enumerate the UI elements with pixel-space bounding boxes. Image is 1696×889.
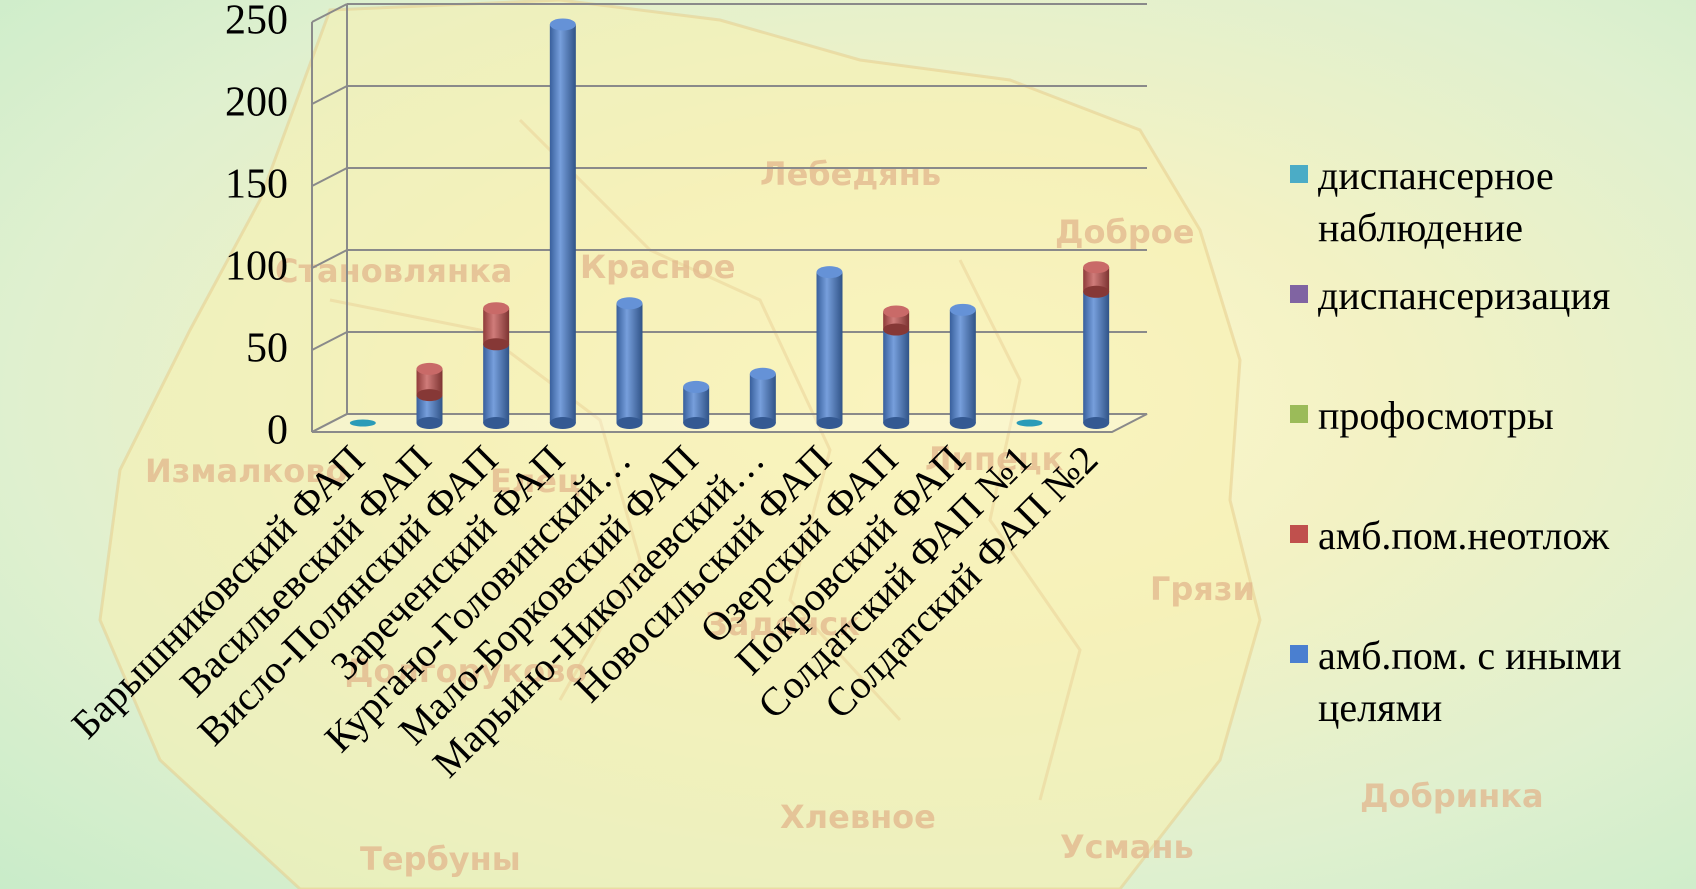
legend-label: амб.пом.неотлож (1318, 513, 1610, 558)
bar-segment-bottom (749, 417, 776, 429)
map-label: Добринка (1360, 777, 1544, 815)
bar-segment-bottom (1083, 417, 1110, 429)
bar-top-cap (883, 305, 910, 318)
legend-item: диспансерное наблюдение (1290, 150, 1618, 254)
map-border-line (329, 298, 642, 701)
legend-item: диспансеризация (1290, 270, 1610, 322)
y-tick-label: 200 (225, 80, 288, 126)
bar-top-cap (616, 297, 643, 310)
bar-segment-bottom (616, 417, 643, 429)
bar-segment (949, 309, 976, 423)
bar-segment (1083, 291, 1110, 423)
bar-segment-bottom (483, 338, 510, 351)
bar-segment-bottom (416, 389, 443, 402)
map-label: Хлевное (780, 798, 936, 836)
bar-top-cap (949, 303, 976, 316)
legend-swatch (1290, 645, 1308, 663)
map-label: Грязи (1150, 570, 1255, 608)
gridline-side (311, 85, 348, 105)
bar-top-cap (816, 266, 843, 279)
bar-segment-bottom (816, 417, 843, 429)
bar-segment-bottom (1083, 285, 1110, 298)
legend-swatch (1290, 285, 1308, 303)
gridline-side (311, 331, 348, 351)
bar-top-cap (483, 302, 510, 315)
bar-segment (549, 24, 576, 423)
bar-segment-bottom (683, 417, 710, 429)
legend-item: амб.пом.неотлож (1290, 510, 1609, 562)
map-label: Измалково (145, 452, 348, 490)
map-label: Становлянка (275, 252, 512, 290)
bar-segment-bottom (549, 417, 576, 429)
bar-segment (483, 344, 510, 423)
y-tick-label: 150 (225, 162, 288, 208)
bar-segment-bottom (416, 417, 443, 429)
map-label: Елец (490, 462, 581, 500)
bar-segment-bottom (949, 417, 976, 429)
legend-item: амб.пом. с иными целями (1290, 630, 1688, 734)
bar-top-cap (416, 362, 443, 375)
map-region-shape (98, 0, 1262, 889)
bar-top-cap (549, 18, 576, 31)
gridline-side (311, 167, 348, 187)
bar-segment-bottom (883, 417, 910, 429)
bar-segment (749, 373, 776, 423)
map-label: Задонск (705, 605, 860, 643)
map-label: Лебедянь (760, 155, 941, 193)
legend-item: профосмотры (1290, 390, 1554, 442)
map-label: Доброе (1055, 213, 1194, 251)
bar-segment-bottom (883, 323, 910, 336)
legend-swatch (1290, 405, 1308, 423)
bar-segment-bottom (483, 417, 510, 429)
legend-swatch (1290, 165, 1308, 183)
y-tick-label: 0 (267, 408, 288, 454)
y-tick-label: 250 (225, 0, 288, 44)
bar-segment (883, 329, 910, 423)
bar-segment (683, 386, 710, 423)
map-border-line (958, 259, 1082, 801)
bar-top-cap (749, 367, 776, 380)
y-tick-label: 100 (225, 244, 288, 290)
bar-segment (616, 303, 643, 423)
gridline-side (311, 249, 348, 269)
map-border-line (518, 118, 902, 722)
legend-label: амб.пом. с иными целями (1318, 633, 1622, 730)
bar-segment (483, 308, 510, 345)
bar-zero-marker (349, 419, 376, 427)
bar-zero-marker (1016, 419, 1043, 427)
bar-segment (816, 272, 843, 423)
map-label: Долгоруково (345, 652, 587, 690)
map-label: Липецк (925, 440, 1064, 478)
map-label: Красное (580, 248, 735, 286)
chart-floor (311, 413, 1148, 433)
y-tick-label: 50 (246, 326, 288, 372)
map-label: Тербуны (360, 840, 521, 878)
bar-top-cap (1083, 261, 1110, 274)
bar-top-cap (683, 380, 710, 393)
map-label: Усмань (1060, 828, 1194, 866)
gridline-side (311, 3, 348, 23)
legend-label: диспансеризация (1318, 273, 1611, 318)
legend-swatch (1290, 525, 1308, 543)
legend-label: профосмотры (1318, 393, 1554, 438)
legend-label: диспансерное наблюдение (1318, 153, 1554, 250)
